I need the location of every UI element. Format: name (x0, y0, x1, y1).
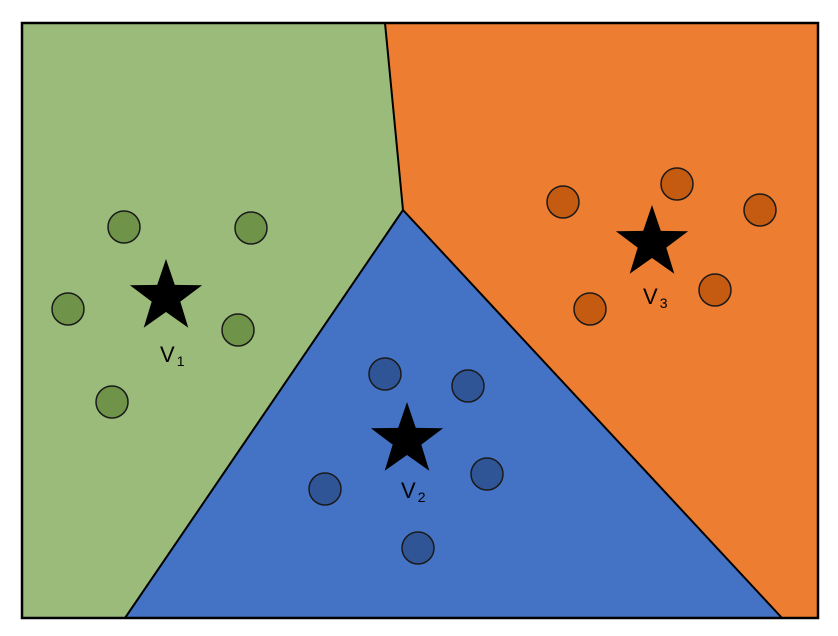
data-point-v3 (573, 292, 607, 326)
data-point-v3 (698, 273, 732, 307)
data-point-v1 (221, 313, 255, 347)
data-point-v3 (546, 185, 580, 219)
data-point-v2 (368, 357, 402, 391)
data-point-v1 (95, 385, 129, 419)
cluster-v2-points (308, 357, 504, 565)
region-v2 (125, 210, 782, 618)
data-point-v1 (107, 210, 141, 244)
centroid-star-icon-v2 (370, 402, 444, 471)
boundary-line (402, 209, 783, 619)
boundary-line (384, 22, 404, 211)
outer-frame (20, 21, 820, 620)
centroid-star-icon-v3 (615, 205, 689, 274)
data-point-v2 (451, 369, 485, 403)
data-point-v2 (308, 472, 342, 506)
centroid-star-icon-v1 (129, 259, 203, 328)
cluster-v3-points (546, 167, 777, 326)
data-point-v2 (470, 457, 504, 491)
data-point-v3 (660, 167, 694, 201)
data-point-v1 (51, 292, 85, 326)
data-point-v1 (234, 211, 268, 245)
data-point-v2 (401, 531, 435, 565)
boundary-line (124, 209, 404, 619)
region-v1 (22, 23, 403, 618)
cluster-v1-points (51, 210, 268, 419)
data-point-v3 (743, 193, 777, 227)
